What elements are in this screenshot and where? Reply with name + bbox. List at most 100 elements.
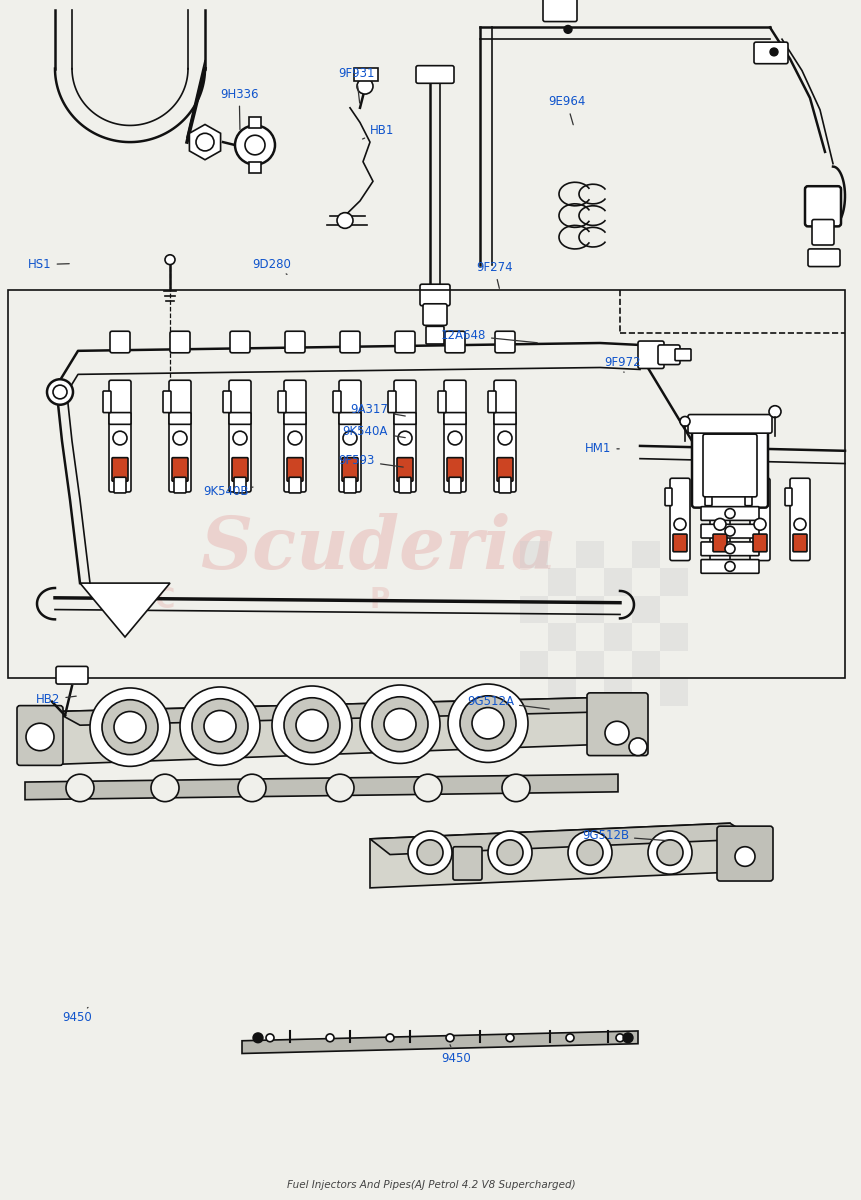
Bar <box>548 541 575 569</box>
Circle shape <box>113 431 127 445</box>
Circle shape <box>253 1033 263 1043</box>
FancyBboxPatch shape <box>449 478 461 493</box>
Circle shape <box>505 1034 513 1042</box>
Bar <box>519 623 548 650</box>
FancyBboxPatch shape <box>332 391 341 413</box>
Text: 9E964: 9E964 <box>548 96 585 125</box>
Bar <box>604 596 631 623</box>
FancyBboxPatch shape <box>753 534 766 552</box>
FancyBboxPatch shape <box>56 666 88 684</box>
FancyBboxPatch shape <box>342 457 357 481</box>
Circle shape <box>734 847 754 866</box>
FancyBboxPatch shape <box>700 524 759 538</box>
Circle shape <box>114 712 146 743</box>
Text: HB1: HB1 <box>362 124 394 139</box>
Bar <box>631 678 660 706</box>
Circle shape <box>238 774 266 802</box>
Text: Scuderia: Scuderia <box>200 514 557 584</box>
FancyBboxPatch shape <box>174 478 186 493</box>
Circle shape <box>283 697 339 752</box>
Polygon shape <box>25 774 617 799</box>
Text: 9G512B: 9G512B <box>581 829 666 842</box>
Circle shape <box>724 509 734 518</box>
Circle shape <box>372 697 428 751</box>
FancyBboxPatch shape <box>339 331 360 353</box>
Text: 9450: 9450 <box>62 1008 91 1024</box>
Bar <box>519 596 548 623</box>
FancyBboxPatch shape <box>437 391 445 413</box>
Bar <box>575 650 604 678</box>
FancyBboxPatch shape <box>784 488 791 505</box>
Bar <box>519 541 548 569</box>
Bar <box>575 569 604 596</box>
FancyBboxPatch shape <box>170 331 189 353</box>
Circle shape <box>192 698 248 754</box>
FancyBboxPatch shape <box>674 349 691 361</box>
Circle shape <box>325 1034 333 1042</box>
Circle shape <box>325 774 354 802</box>
FancyBboxPatch shape <box>114 478 126 493</box>
Bar <box>631 596 660 623</box>
FancyBboxPatch shape <box>425 326 443 344</box>
FancyBboxPatch shape <box>387 391 395 413</box>
Circle shape <box>272 686 351 764</box>
FancyBboxPatch shape <box>700 559 759 574</box>
FancyBboxPatch shape <box>249 116 261 128</box>
Circle shape <box>383 708 416 740</box>
Polygon shape <box>242 1031 637 1054</box>
Circle shape <box>47 379 73 404</box>
Bar <box>575 623 604 650</box>
Bar <box>604 569 631 596</box>
Circle shape <box>563 25 572 34</box>
FancyBboxPatch shape <box>230 331 250 353</box>
Bar <box>604 678 631 706</box>
Polygon shape <box>369 823 754 854</box>
Bar <box>548 678 575 706</box>
FancyBboxPatch shape <box>169 380 191 492</box>
FancyBboxPatch shape <box>169 413 191 425</box>
FancyBboxPatch shape <box>712 534 726 552</box>
Circle shape <box>460 696 516 751</box>
FancyBboxPatch shape <box>586 692 647 756</box>
Circle shape <box>604 721 629 745</box>
FancyBboxPatch shape <box>703 434 756 497</box>
FancyBboxPatch shape <box>444 331 464 353</box>
Text: Fuel Injectors And Pipes(AJ Petrol 4.2 V8 Supercharged): Fuel Injectors And Pipes(AJ Petrol 4.2 V… <box>287 1181 574 1190</box>
Bar <box>8 290 844 678</box>
Circle shape <box>180 686 260 766</box>
FancyBboxPatch shape <box>419 284 449 306</box>
FancyBboxPatch shape <box>344 478 356 493</box>
Circle shape <box>343 431 356 445</box>
FancyBboxPatch shape <box>338 413 361 425</box>
Circle shape <box>793 518 805 530</box>
FancyBboxPatch shape <box>287 457 303 481</box>
Circle shape <box>629 738 647 756</box>
Bar <box>575 596 604 623</box>
FancyBboxPatch shape <box>753 42 787 64</box>
FancyBboxPatch shape <box>789 479 809 560</box>
Circle shape <box>448 431 461 445</box>
Text: 9K540B: 9K540B <box>202 486 253 498</box>
FancyBboxPatch shape <box>811 220 833 245</box>
Bar <box>660 623 687 650</box>
Circle shape <box>356 78 373 94</box>
Circle shape <box>66 774 94 802</box>
Circle shape <box>413 774 442 802</box>
FancyBboxPatch shape <box>443 380 466 492</box>
Bar <box>631 569 660 596</box>
Bar <box>519 678 548 706</box>
Text: 9450: 9450 <box>441 1045 470 1064</box>
Text: 9F972: 9F972 <box>604 356 640 372</box>
Circle shape <box>232 431 247 445</box>
FancyBboxPatch shape <box>232 457 248 481</box>
Circle shape <box>567 832 611 874</box>
Circle shape <box>26 724 54 751</box>
Text: 9G512A: 9G512A <box>467 695 548 709</box>
Circle shape <box>164 254 175 264</box>
FancyBboxPatch shape <box>354 67 378 82</box>
Circle shape <box>407 832 451 874</box>
Text: 9D280: 9D280 <box>251 258 290 275</box>
Circle shape <box>647 832 691 874</box>
FancyBboxPatch shape <box>669 479 689 560</box>
FancyBboxPatch shape <box>249 162 261 174</box>
